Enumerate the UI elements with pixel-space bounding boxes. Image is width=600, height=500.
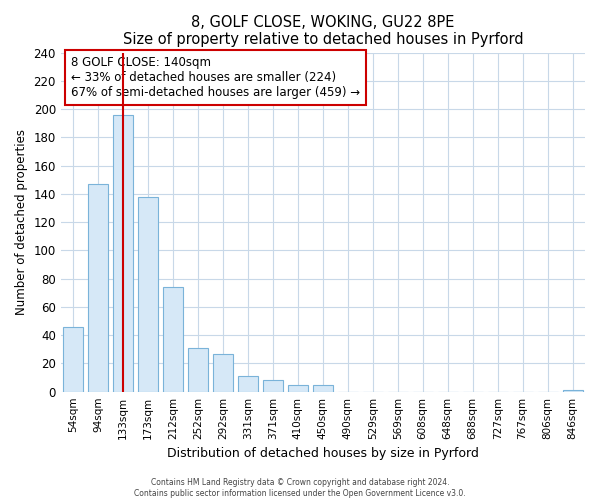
Bar (213, 354, 233, 392)
Title: 8, GOLF CLOSE, WOKING, GU22 8PE
Size of property relative to detached houses in : 8, GOLF CLOSE, WOKING, GU22 8PE Size of … (122, 15, 523, 48)
Text: 8 GOLF CLOSE: 140sqm
← 33% of detached houses are smaller (224)
67% of semi-deta: 8 GOLF CLOSE: 140sqm ← 33% of detached h… (71, 56, 361, 99)
Bar (238, 376, 258, 392)
Bar (63, 326, 83, 392)
X-axis label: Distribution of detached houses by size in Pyrford: Distribution of detached houses by size … (167, 447, 479, 460)
Bar (313, 384, 333, 392)
Y-axis label: Number of detached properties: Number of detached properties (15, 129, 28, 315)
Bar (138, 197, 158, 392)
Bar (288, 384, 308, 392)
Bar (263, 380, 283, 392)
Bar (188, 348, 208, 392)
Bar (163, 287, 183, 392)
Bar (88, 184, 108, 392)
Bar (113, 115, 133, 392)
Bar (563, 390, 583, 392)
Text: Contains HM Land Registry data © Crown copyright and database right 2024.
Contai: Contains HM Land Registry data © Crown c… (134, 478, 466, 498)
